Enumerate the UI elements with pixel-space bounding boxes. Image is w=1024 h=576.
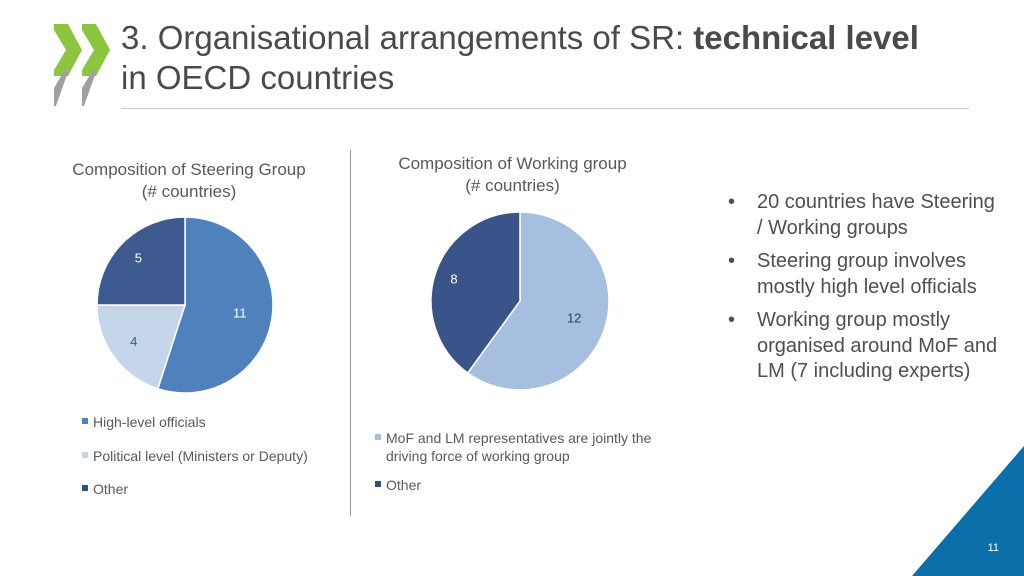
working-group-pie-chart: 12 8 [430, 211, 610, 391]
legend-swatch-high-level [82, 418, 88, 425]
pie-slice [96, 216, 186, 306]
legend-item-high-level-officials: High-level officials [82, 413, 206, 431]
pie-slice [466, 211, 610, 391]
bullet-glyph: • [728, 191, 736, 213]
pie-data-label: 11 [233, 306, 247, 321]
legend-swatch-other-working [375, 481, 381, 488]
steering-group-pie-chart: 11 4 5 [96, 216, 274, 394]
title-divider [121, 108, 969, 109]
bullet-item: • Steering group involves mostly high lev… [728, 250, 977, 298]
legend-item-political-level: Political level (Ministers or Deputy) [82, 447, 308, 465]
legend-item-other-steering: Other [82, 480, 128, 498]
pie-slice [430, 211, 521, 375]
chart-divider [350, 150, 351, 516]
legend-item-mof-lm: MoF and LM representatives are jointly t… [375, 429, 651, 465]
pie-data-label: 12 [567, 311, 581, 326]
bullet-item: • Working group mostly organised around M… [728, 309, 998, 382]
legend-swatch-mof-lm [375, 434, 381, 441]
legend-swatch-political [82, 452, 88, 459]
pie-slice [96, 304, 187, 390]
corner-triangle-decoration [912, 446, 1024, 576]
pie-data-label: 8 [450, 272, 457, 287]
legend-item-other-working: Other [375, 476, 421, 494]
page-number: 11 [987, 542, 999, 554]
working-chart-title: Composition of Working group (# countrie… [398, 154, 627, 195]
legend-swatch-other-steering [82, 485, 88, 492]
key-findings-list: • 20 countries have Steering / Working gr… [728, 190, 998, 393]
bullet-item: • 20 countries have Steering / Working gr… [728, 191, 995, 239]
page-title: 3. Organisational arrangements of SR: te… [121, 19, 919, 96]
pie-slice [156, 216, 274, 394]
steering-chart-title: Composition of Steering Group (# countri… [72, 160, 306, 201]
pie-data-label: 5 [135, 250, 142, 265]
pie-data-label: 4 [130, 334, 137, 349]
oecd-logo-icon [54, 24, 110, 106]
bullet-glyph: • [728, 309, 736, 331]
bullet-glyph: • [728, 250, 736, 272]
